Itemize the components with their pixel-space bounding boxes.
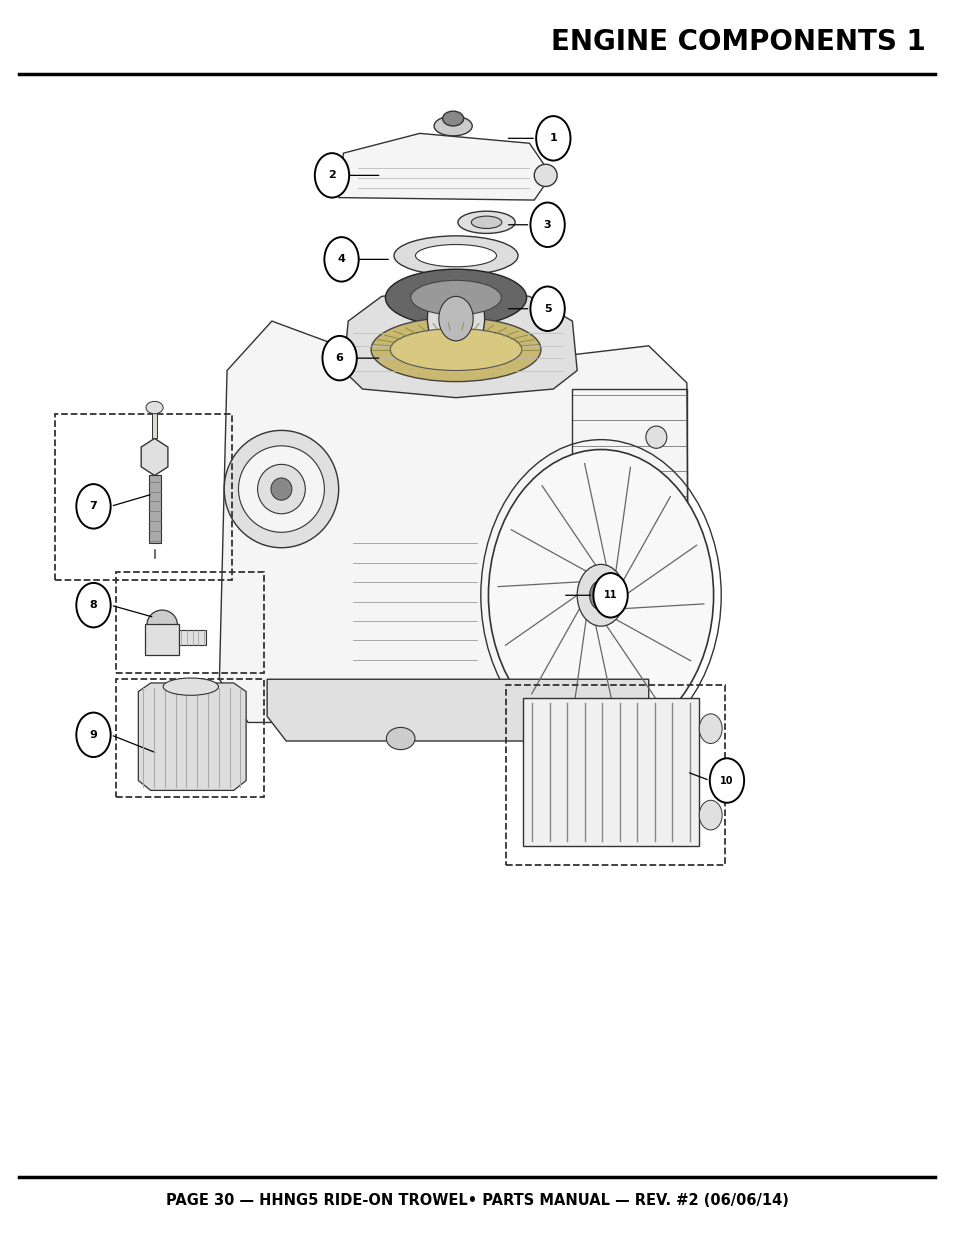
Text: 8: 8 (90, 600, 97, 610)
Ellipse shape (645, 426, 666, 448)
Bar (116, 572, 264, 673)
Circle shape (76, 484, 111, 529)
Ellipse shape (163, 678, 218, 695)
Circle shape (709, 758, 743, 803)
Ellipse shape (471, 216, 501, 228)
Text: 3: 3 (543, 220, 551, 230)
Bar (572, 389, 686, 679)
Circle shape (322, 336, 356, 380)
Bar (152, 411, 157, 438)
Text: 10: 10 (720, 776, 733, 785)
Ellipse shape (257, 464, 305, 514)
Text: 5: 5 (543, 304, 551, 314)
Text: 1: 1 (549, 133, 557, 143)
Text: 2: 2 (328, 170, 335, 180)
Bar (522, 698, 699, 846)
Circle shape (530, 203, 564, 247)
Polygon shape (338, 133, 551, 200)
Text: PAGE 30 — HHNG5 RIDE-ON TROWEL• PARTS MANUAL — REV. #2 (06/06/14): PAGE 30 — HHNG5 RIDE-ON TROWEL• PARTS MA… (166, 1193, 787, 1208)
Text: 7: 7 (90, 501, 97, 511)
Circle shape (314, 153, 349, 198)
Ellipse shape (410, 280, 501, 315)
Polygon shape (267, 679, 648, 741)
Circle shape (324, 237, 358, 282)
Text: 9: 9 (90, 730, 97, 740)
Circle shape (76, 583, 111, 627)
Polygon shape (138, 683, 246, 790)
Ellipse shape (394, 236, 517, 275)
Ellipse shape (442, 111, 463, 126)
Ellipse shape (147, 610, 177, 640)
Bar (179, 630, 206, 645)
Ellipse shape (457, 211, 515, 233)
Text: ENGINE COMPONENTS 1: ENGINE COMPONENTS 1 (550, 28, 924, 56)
Ellipse shape (224, 431, 338, 548)
Polygon shape (343, 287, 577, 398)
Circle shape (438, 296, 473, 341)
Circle shape (577, 564, 624, 626)
Text: 11: 11 (603, 590, 617, 600)
Circle shape (593, 573, 627, 618)
Text: 6: 6 (335, 353, 343, 363)
Ellipse shape (271, 478, 292, 500)
Bar (145, 624, 179, 655)
Ellipse shape (238, 446, 324, 532)
Polygon shape (141, 438, 168, 475)
Ellipse shape (390, 329, 521, 370)
Circle shape (699, 714, 721, 743)
Bar (55, 414, 232, 580)
Circle shape (589, 580, 612, 610)
Ellipse shape (385, 269, 526, 326)
Bar (149, 475, 161, 543)
Ellipse shape (371, 317, 540, 382)
Circle shape (427, 282, 484, 356)
Ellipse shape (534, 164, 557, 186)
Bar (505, 685, 724, 864)
Ellipse shape (146, 401, 163, 414)
Circle shape (536, 116, 570, 161)
Polygon shape (219, 321, 688, 722)
Ellipse shape (415, 245, 496, 267)
Ellipse shape (434, 116, 472, 136)
Circle shape (699, 800, 721, 830)
Ellipse shape (386, 727, 415, 750)
Circle shape (530, 287, 564, 331)
Circle shape (488, 450, 713, 741)
Circle shape (76, 713, 111, 757)
Text: 4: 4 (337, 254, 345, 264)
Bar (116, 679, 264, 797)
